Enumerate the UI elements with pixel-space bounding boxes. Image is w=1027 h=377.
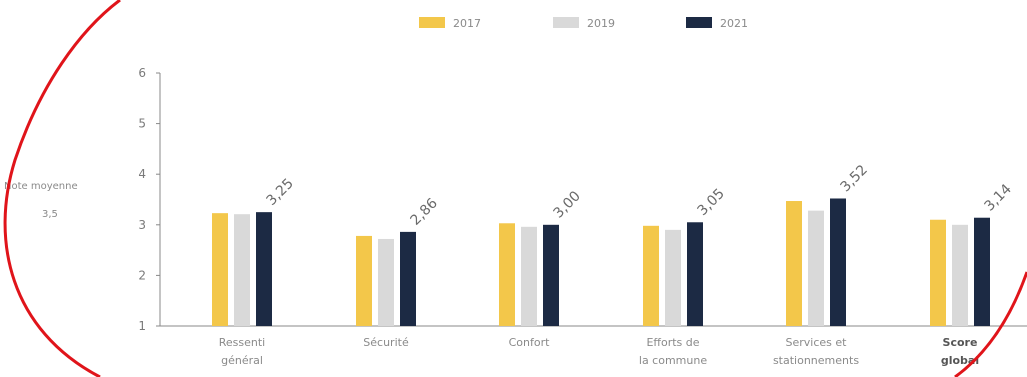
value-label-4: 3,52 <box>838 162 871 195</box>
bar-2017-2 <box>499 223 515 326</box>
highlight-circle-right <box>954 271 1027 377</box>
value-label-2: 3,00 <box>551 188 584 221</box>
legend-swatch-2017 <box>419 17 445 28</box>
legend-swatch-2019 <box>553 17 579 28</box>
bar-2017-3 <box>643 225 659 326</box>
legend-label-2021: 2021 <box>720 17 748 30</box>
bar-2021-3 <box>687 222 703 326</box>
bar-2019-5 <box>952 224 968 326</box>
value-label-1: 2,86 <box>408 195 441 228</box>
category-label-1-line-0: Sécurité <box>363 336 409 349</box>
bar-2021-1 <box>400 231 416 326</box>
value-label-5: 3,14 <box>982 181 1015 214</box>
category-label-0-line-1: général <box>221 354 263 367</box>
category-label-4-line-0: Services et <box>786 336 848 349</box>
bar-2019-0 <box>234 214 250 326</box>
bar-2019-2 <box>521 226 537 326</box>
highlight-circle <box>3 0 121 377</box>
bars <box>212 198 990 326</box>
legend-label-2017: 2017 <box>453 17 481 30</box>
y-tick-label: 1 <box>138 319 146 333</box>
y-tick-label: 6 <box>138 66 146 80</box>
bar-2017-4 <box>786 201 802 326</box>
y-tick-label: 4 <box>138 167 146 181</box>
y-tick-label: 2 <box>138 268 146 282</box>
legend-swatch-2021 <box>686 17 712 28</box>
bar-2021-2 <box>543 224 559 326</box>
value-labels: 3,25 2,86 3,00 3,05 3,52 3,14 <box>264 162 1015 229</box>
category-label-3-line-0: Efforts de <box>646 336 699 349</box>
category-label-4-line-1: stationnements <box>773 354 859 367</box>
bar-2017-1 <box>356 235 372 326</box>
legend: 2017 2019 2021 <box>419 17 748 30</box>
category-label-5-line-0: Score <box>943 336 978 349</box>
y-tick-label: 3 <box>138 218 146 232</box>
y-axis: 1 2 3 4 5 6 <box>138 66 1027 333</box>
category-label-3-line-1: la commune <box>639 354 707 367</box>
value-label-3: 3,05 <box>695 186 728 219</box>
y-tick-label: 5 <box>138 117 146 131</box>
bar-2019-4 <box>808 210 824 326</box>
side-annotation-line-2: 3,5 <box>42 209 58 220</box>
bar-2019-3 <box>665 229 681 326</box>
category-label-2-line-0: Confort <box>509 336 551 349</box>
bar-2021-4 <box>830 198 846 326</box>
bar-2017-5 <box>930 219 946 326</box>
bar-2019-1 <box>378 238 394 326</box>
value-label-0: 3,25 <box>264 176 297 209</box>
side-annotation-line-1: Note moyenne <box>4 181 78 192</box>
bar-2021-0 <box>256 212 272 326</box>
category-labels: Ressenti général Sécurité Confort Efforts de… <box>219 336 979 367</box>
category-label-0-line-0: Ressenti <box>219 336 266 349</box>
legend-label-2019: 2019 <box>587 17 615 30</box>
bar-2021-5 <box>974 217 990 326</box>
bar-2017-0 <box>212 213 228 326</box>
